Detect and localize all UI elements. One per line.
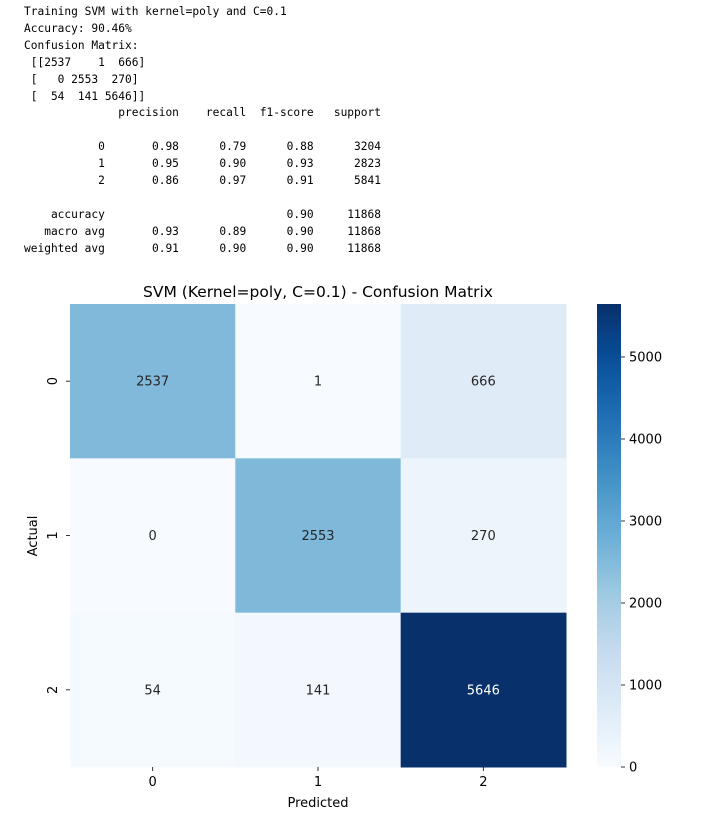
console-line: accuracy 0.90 11868 — [24, 207, 381, 221]
x-axis-label: Predicted — [287, 796, 348, 811]
colorbar-gradient — [597, 304, 621, 767]
console-line: 2 0.86 0.97 0.91 5841 — [24, 174, 381, 188]
cell-value-label: 54 — [144, 683, 161, 698]
colorbar-tick-label: 5000 — [629, 350, 662, 365]
heatmap-cell — [400, 304, 567, 459]
heatmap-cell — [235, 612, 402, 768]
heatmap-cell — [70, 458, 236, 614]
heatmap-cell — [70, 612, 236, 768]
cell-value-label: 666 — [471, 375, 496, 390]
cell-value-label: 141 — [306, 683, 331, 698]
cell-value-label: 5646 — [467, 683, 500, 698]
y-axis-label: Actual — [26, 516, 41, 557]
x-tick-label: 2 — [479, 775, 487, 790]
console-line: [ 54 141 5646]] — [24, 89, 146, 103]
console-line: Training SVM with kernel=poly and C=0.1 — [24, 5, 287, 18]
heatmap-cell — [400, 458, 567, 614]
cell-value-label: 2537 — [136, 375, 169, 390]
y-tick-label: 1 — [46, 531, 61, 539]
x-axis-ticks: 0 1 2 — [149, 767, 487, 790]
chart-title: SVM (Kernel=poly, C=0.1) - Confusion Mat… — [143, 283, 493, 301]
console-line: [[2537 1 666] — [24, 55, 146, 69]
colorbar: 0 1000 2000 3000 4000 5000 — [597, 304, 662, 776]
heatmap-cell — [235, 304, 402, 459]
x-tick-label: 0 — [149, 775, 157, 790]
y-tick-label: 0 — [46, 377, 61, 385]
colorbar-tick-label: 3000 — [629, 514, 662, 529]
colorbar-tick-label: 1000 — [629, 678, 662, 693]
cell-value-label: 270 — [471, 529, 496, 544]
console-line: precision recall f1-score support — [24, 106, 381, 120]
cell-value-label: 1 — [314, 375, 322, 390]
y-tick-label: 2 — [46, 686, 61, 694]
console-line: 1 0.95 0.90 0.93 2823 — [24, 157, 381, 171]
cell-value-label: 0 — [149, 529, 157, 544]
console-line: weighted avg 0.91 0.90 0.90 11868 — [24, 241, 381, 255]
confusion-matrix-chart: SVM (Kernel=poly, C=0.1) - Confusion Mat… — [26, 283, 662, 811]
x-tick-label: 1 — [314, 775, 322, 790]
console-line: Accuracy: 90.46% — [24, 21, 132, 35]
console-line: macro avg 0.93 0.89 0.90 11868 — [24, 224, 381, 238]
heatmap-cells: 2537 1 666 0 2553 270 54 141 5646 — [70, 304, 567, 768]
console-output: Training SVM with kernel=poly and C=0.1 … — [24, 4, 381, 258]
heatmap-cell — [70, 304, 236, 459]
heatmap-cell — [400, 612, 567, 768]
colorbar-tick-label: 0 — [629, 761, 637, 776]
colorbar-tick-label: 2000 — [629, 596, 662, 611]
cell-value-label: 2553 — [301, 529, 334, 544]
heatmap-cell — [235, 458, 402, 614]
console-line: Confusion Matrix: — [24, 38, 139, 52]
console-line: 0 0.98 0.79 0.88 3204 — [24, 140, 381, 154]
colorbar-tick-label: 4000 — [629, 432, 662, 447]
y-axis-ticks: 0 1 2 — [46, 377, 70, 694]
console-line: [ 0 2553 270] — [24, 72, 139, 86]
